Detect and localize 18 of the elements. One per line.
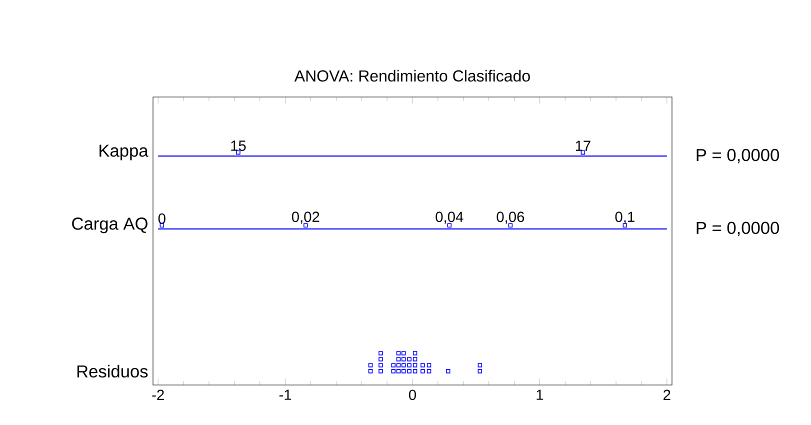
text: P = 0,0000: [696, 222, 780, 236]
x-tick-label: 0: [408, 390, 416, 400]
y-tick-label: Residuos: [77, 364, 148, 378]
x-tick-label: -2: [152, 390, 164, 400]
annotation: 0: [158, 213, 166, 224]
annotation: 0,04: [436, 212, 464, 224]
annotation: 15: [231, 140, 246, 151]
annotation: 0,1: [615, 212, 634, 224]
y-tick-label: Kappa: [100, 144, 148, 160]
text: P = 0,0000: [696, 148, 780, 164]
x-tick-label: 1: [536, 390, 544, 400]
x-tick-label: -1: [279, 390, 292, 400]
y-tick-label: Carga AQ: [72, 218, 148, 234]
x-tick-label: 2: [664, 390, 670, 400]
annotation: 17: [576, 140, 590, 151]
chart-title: ANOVA: Rendimiento Clasificado: [294, 70, 530, 82]
annotation: 0,06: [496, 212, 524, 224]
annotation: 0,02: [292, 212, 320, 224]
